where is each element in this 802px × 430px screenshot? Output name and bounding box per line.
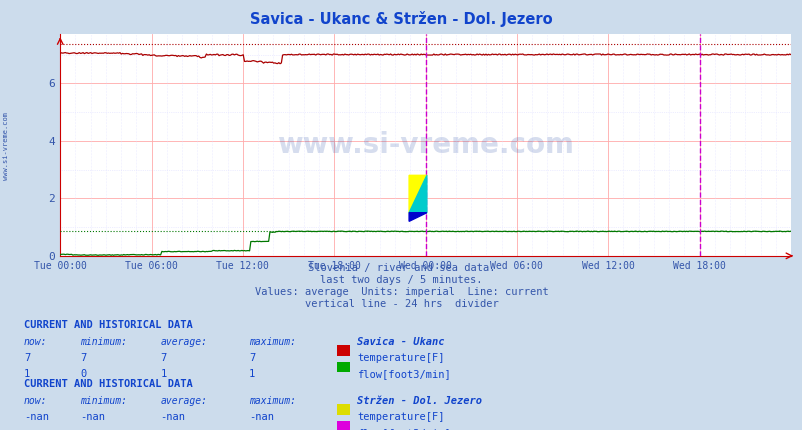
- Text: -nan: -nan: [24, 428, 49, 430]
- Text: maximum:: maximum:: [249, 396, 296, 405]
- Text: -nan: -nan: [80, 412, 105, 422]
- Text: CURRENT AND HISTORICAL DATA: CURRENT AND HISTORICAL DATA: [24, 379, 192, 389]
- Text: maximum:: maximum:: [249, 337, 296, 347]
- Text: now:: now:: [24, 337, 47, 347]
- Text: 1: 1: [24, 369, 30, 379]
- Polygon shape: [408, 213, 427, 221]
- Text: CURRENT AND HISTORICAL DATA: CURRENT AND HISTORICAL DATA: [24, 320, 192, 330]
- Text: flow[foot3/min]: flow[foot3/min]: [357, 428, 451, 430]
- Text: Slovenia / river and sea data.: Slovenia / river and sea data.: [307, 263, 495, 273]
- Text: minimum:: minimum:: [80, 396, 128, 405]
- Text: average:: average:: [160, 396, 208, 405]
- Text: -nan: -nan: [80, 428, 105, 430]
- Polygon shape: [408, 175, 427, 213]
- Text: -nan: -nan: [24, 412, 49, 422]
- Text: Savica - Ukanc & Stržen - Dol. Jezero: Savica - Ukanc & Stržen - Dol. Jezero: [250, 11, 552, 27]
- Text: 1: 1: [249, 369, 255, 379]
- Text: 1: 1: [160, 369, 167, 379]
- Text: 0: 0: [80, 369, 87, 379]
- Text: vertical line - 24 hrs  divider: vertical line - 24 hrs divider: [304, 299, 498, 309]
- Text: flow[foot3/min]: flow[foot3/min]: [357, 369, 451, 379]
- Text: Savica - Ukanc: Savica - Ukanc: [357, 337, 444, 347]
- Text: -nan: -nan: [160, 412, 185, 422]
- Text: 7: 7: [249, 353, 255, 363]
- Text: -nan: -nan: [160, 428, 185, 430]
- Text: average:: average:: [160, 337, 208, 347]
- Text: www.si-vreme.com: www.si-vreme.com: [277, 131, 573, 159]
- Polygon shape: [408, 175, 427, 213]
- Text: temperature[F]: temperature[F]: [357, 412, 444, 422]
- Text: 7: 7: [160, 353, 167, 363]
- Text: 7: 7: [80, 353, 87, 363]
- Text: 7: 7: [24, 353, 30, 363]
- Text: Stržen - Dol. Jezero: Stržen - Dol. Jezero: [357, 396, 482, 405]
- Text: last two days / 5 minutes.: last two days / 5 minutes.: [320, 275, 482, 285]
- Text: temperature[F]: temperature[F]: [357, 353, 444, 363]
- Text: www.si-vreme.com: www.si-vreme.com: [3, 112, 10, 180]
- Text: now:: now:: [24, 396, 47, 405]
- Text: minimum:: minimum:: [80, 337, 128, 347]
- Text: -nan: -nan: [249, 412, 273, 422]
- Text: -nan: -nan: [249, 428, 273, 430]
- Text: Values: average  Units: imperial  Line: current: Values: average Units: imperial Line: cu…: [254, 287, 548, 297]
